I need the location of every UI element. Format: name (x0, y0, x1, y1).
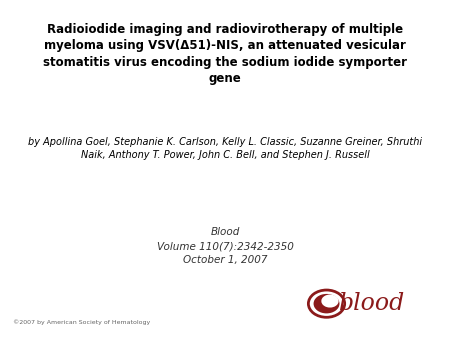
Text: ©2007 by American Society of Hematology: ©2007 by American Society of Hematology (14, 319, 151, 325)
Wedge shape (321, 295, 338, 308)
Circle shape (308, 290, 345, 317)
Text: blood: blood (339, 292, 405, 315)
Text: Blood
Volume 110(7):2342-2350
October 1, 2007: Blood Volume 110(7):2342-2350 October 1,… (157, 227, 293, 265)
Text: by Apollina Goel, Stephanie K. Carlson, Kelly L. Classic, Suzanne Greiner, Shrut: by Apollina Goel, Stephanie K. Carlson, … (28, 137, 422, 160)
Text: Radioiodide imaging and radiovirotherapy of multiple
myeloma using VSV(Δ51)-NIS,: Radioiodide imaging and radiovirotherapy… (43, 23, 407, 86)
Wedge shape (314, 294, 339, 313)
